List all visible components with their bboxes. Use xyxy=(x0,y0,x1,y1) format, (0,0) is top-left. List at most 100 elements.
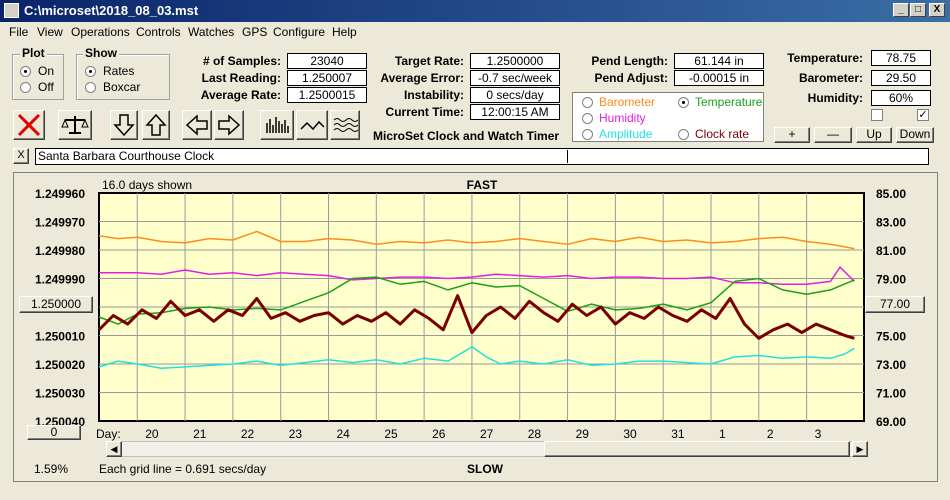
left-tick-label: 1.249980 xyxy=(35,244,85,258)
plot-on-radio[interactable] xyxy=(20,66,31,77)
slow-label: SLOW xyxy=(467,462,503,476)
series-selector xyxy=(572,92,764,142)
clockrate-label[interactable]: Clock rate xyxy=(695,127,750,141)
x-tick-label: 28 xyxy=(528,427,542,441)
right-arrow-button[interactable] xyxy=(214,110,244,140)
amplitude-radio[interactable] xyxy=(582,129,593,140)
pend-length-label: Pend Length: xyxy=(591,54,668,68)
left-tick-label: 1.249970 xyxy=(35,216,85,230)
minus-button[interactable]: — xyxy=(814,127,852,143)
last-reading-field: 1.250007 xyxy=(287,70,367,86)
show-rates-radio[interactable] xyxy=(85,66,96,77)
instability-label: Instability: xyxy=(403,88,464,102)
plus-button[interactable]: + xyxy=(774,127,810,143)
pend-length-field[interactable]: 61.144 in xyxy=(674,53,764,69)
x-tick-label: 22 xyxy=(241,427,255,441)
series-line-temperature xyxy=(98,276,855,325)
arrow-right-icon xyxy=(218,114,241,136)
env-checkbox-1[interactable] xyxy=(871,109,883,121)
chart-series xyxy=(97,230,855,370)
menu-watches[interactable]: Watches xyxy=(188,25,235,39)
wave-lines-icon xyxy=(333,118,359,132)
barometer-env-label: Barometer: xyxy=(798,71,863,85)
show-rates-label[interactable]: Rates xyxy=(103,64,135,78)
grid-note-label: Each grid line = 0.691 secs/day xyxy=(99,462,267,476)
app-icon xyxy=(4,3,19,18)
samples-label: # of Samples: xyxy=(202,54,281,68)
stop-button[interactable] xyxy=(13,110,45,140)
down-arrow-button[interactable] xyxy=(110,110,138,140)
down-button[interactable]: Down xyxy=(896,127,934,143)
right-tick-label: 69.00 xyxy=(876,415,906,429)
histogram-button[interactable] xyxy=(260,110,294,140)
percent-label: 1.59% xyxy=(34,462,69,476)
menu-gps[interactable]: GPS xyxy=(242,25,268,39)
env-checkbox-2[interactable]: ✓ xyxy=(917,109,929,121)
pend-adjust-field[interactable]: -0.00015 in xyxy=(674,70,764,86)
menu-controls[interactable]: Controls xyxy=(136,25,181,39)
balance-button[interactable] xyxy=(58,110,92,140)
humidity-label[interactable]: Humidity xyxy=(599,111,646,125)
plot-group-title: Plot xyxy=(20,46,47,60)
series-line-humidity xyxy=(99,266,855,285)
line-graph-button[interactable] xyxy=(296,110,328,140)
temperature-label[interactable]: Temperature xyxy=(695,95,763,109)
clockrate-radio[interactable] xyxy=(678,129,689,140)
left-center-button[interactable]: 1.250000 xyxy=(19,296,93,313)
right-tick-label: 75.00 xyxy=(876,330,906,344)
temperature-env-field: 78.75 xyxy=(871,50,931,66)
scroll-thumb[interactable] xyxy=(544,441,850,457)
left-tick-label: 1.249990 xyxy=(35,273,85,287)
menu-help[interactable]: Help xyxy=(332,25,357,39)
wave-button[interactable] xyxy=(330,110,360,140)
up-button[interactable]: Up xyxy=(856,127,892,143)
x-tick-label: 23 xyxy=(289,427,303,441)
text-cursor xyxy=(567,150,568,163)
rate-chart: 20 21 22 23 24 25 26 27 28 29 30 31 1 2 31.249960 85.00… xyxy=(35,178,906,441)
plot-off-radio[interactable] xyxy=(20,82,31,93)
current-time-label: Current Time: xyxy=(385,105,464,119)
chart-labels: 20 21 22 23 24 25 26 27 28 29 30 31 1 2 31.249960 85.00… xyxy=(35,178,906,441)
scroll-left-button[interactable]: ◀ xyxy=(106,441,122,457)
left-tick-label: 1.250020 xyxy=(35,358,85,372)
temperature-radio[interactable] xyxy=(678,97,689,108)
x-tick-label: 26 xyxy=(432,427,446,441)
average-error-label: Average Error: xyxy=(380,71,464,85)
last-reading-label: Last Reading: xyxy=(201,71,281,85)
barometer-radio[interactable] xyxy=(582,97,593,108)
menu-view[interactable]: View xyxy=(37,25,63,39)
show-boxcar-radio[interactable] xyxy=(85,82,96,93)
maximize-button[interactable]: □ xyxy=(910,3,926,17)
up-arrow-button[interactable] xyxy=(142,110,170,140)
left-arrow-button[interactable] xyxy=(182,110,212,140)
minimize-button[interactable]: _ xyxy=(893,3,909,17)
barometer-label[interactable]: Barometer xyxy=(599,95,656,109)
app-name-label: MicroSet Clock and Watch Timer xyxy=(373,129,560,143)
x-tick-label: 3 xyxy=(815,427,822,441)
close-button[interactable]: X xyxy=(929,3,945,17)
amplitude-label[interactable]: Amplitude xyxy=(599,127,653,141)
menu-operations[interactable]: Operations xyxy=(71,25,130,39)
window-title: C:\microset\2018_08_03.mst xyxy=(24,3,199,18)
watch-name-field[interactable]: Santa Barbara Courthouse Clock xyxy=(35,148,929,165)
arrow-up-icon xyxy=(145,113,167,136)
target-rate-field[interactable]: 1.2500000 xyxy=(470,53,560,69)
right-tick-label: 71.00 xyxy=(876,387,906,401)
menu-file[interactable]: File xyxy=(9,25,29,39)
left-bottom-button[interactable]: 0 xyxy=(27,425,81,440)
right-center-button[interactable]: 77.00 xyxy=(865,296,925,313)
x-tick-label: 31 xyxy=(671,427,685,441)
instability-field: 0 secs/day xyxy=(470,87,560,103)
menu-configure[interactable]: Configure xyxy=(273,25,326,39)
right-tick-label: 85.00 xyxy=(876,187,906,201)
show-boxcar-label[interactable]: Boxcar xyxy=(103,80,141,94)
average-rate-label: Average Rate: xyxy=(200,88,281,102)
plot-panel: 20 21 22 23 24 25 26 27 28 29 30 31 1 2 3 1.249960 85.00… xyxy=(13,172,938,482)
title-bar: C:\microset\2018_08_03.mst _ □ X xyxy=(0,0,950,22)
watch-close-button[interactable]: X xyxy=(13,148,29,164)
scroll-right-button[interactable]: ▶ xyxy=(852,441,868,457)
plot-off-label[interactable]: Off xyxy=(38,80,54,94)
arrow-down-icon xyxy=(113,114,135,137)
plot-on-label[interactable]: On xyxy=(38,64,55,78)
humidity-radio[interactable] xyxy=(582,113,593,124)
